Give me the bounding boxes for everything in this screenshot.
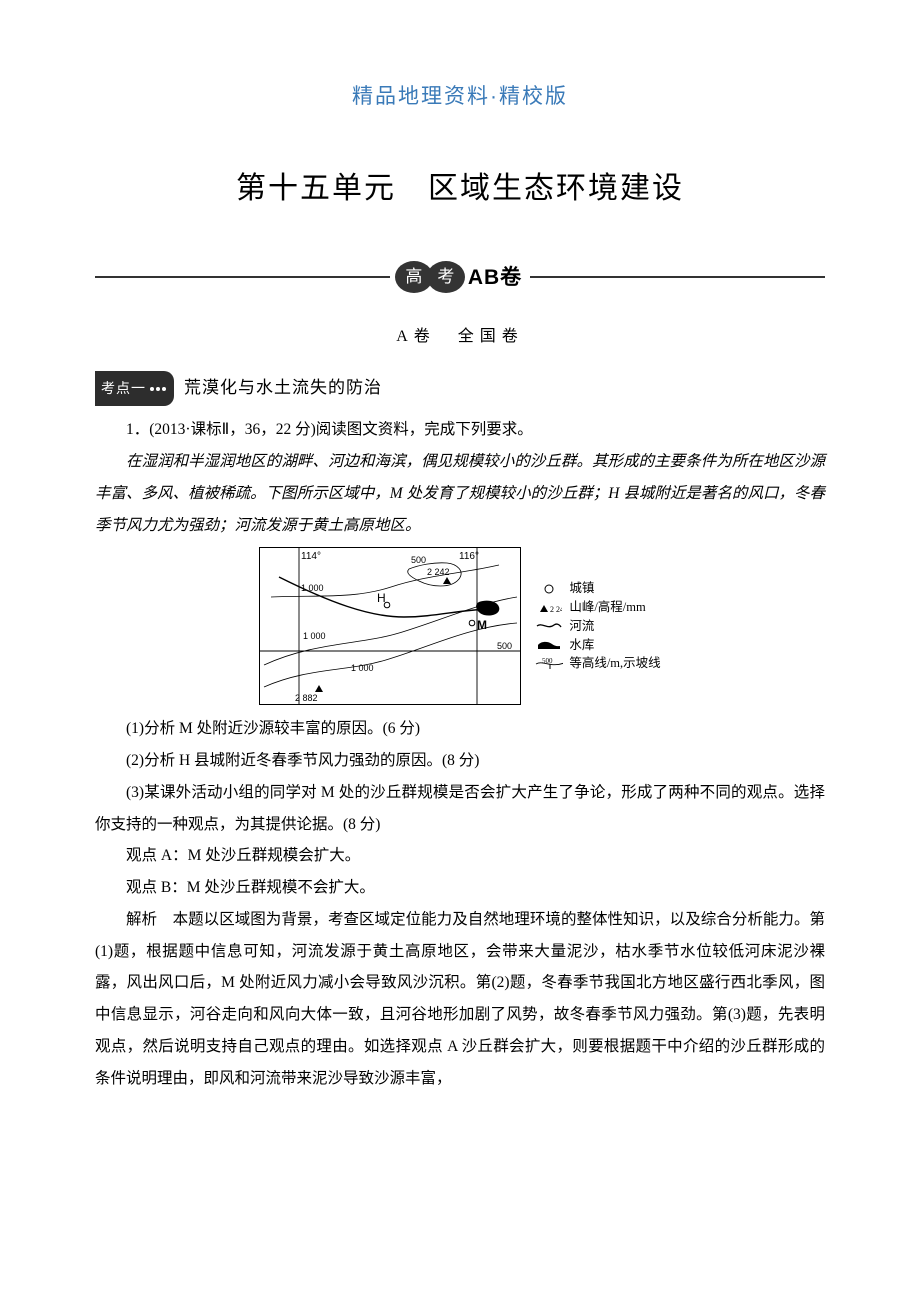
- banner-ab-label: AB卷: [468, 256, 522, 299]
- map-figure: 114° 116° H M 2 242 2 882 500 1 000 1 00…: [95, 547, 825, 705]
- legend-river: 河流: [569, 617, 594, 636]
- q1-viewB: 观点 B：M 处沙丘群规模不会扩大。: [95, 872, 825, 904]
- map-label-H: H: [377, 591, 386, 605]
- legend-peak: 山峰/高程/mm: [569, 598, 645, 617]
- map-lon1: 114°: [301, 551, 321, 562]
- banner-oval-2: 考: [427, 261, 465, 293]
- map-c1: 1 000: [301, 583, 324, 593]
- map-c3: 1 000: [351, 663, 374, 673]
- sub-label: A卷 全国卷: [95, 321, 825, 354]
- banner-line-left: [95, 276, 390, 278]
- legend-contour: 等高线/m,示坡线: [569, 654, 660, 673]
- topic-row: 考点一 荒漠化与水土流失的防治: [95, 371, 825, 406]
- legend-town: 城镇: [569, 579, 594, 598]
- q1-viewA: 观点 A：M 处沙丘群规模会扩大。: [95, 840, 825, 872]
- analysis-body: 解析 本题以区域图为背景，考查区域定位能力及自然地理环境的整体性知识，以及综合分…: [95, 911, 825, 1087]
- banner-line-right: [530, 276, 825, 278]
- ab-banner: 高 考 AB卷: [95, 256, 825, 299]
- q1-paragraph: 在湿润和半湿润地区的湖畔、河边和海滨，偶见规模较小的沙丘群。其形成的主要条件为所…: [95, 446, 825, 541]
- legend-reservoir-icon: [535, 640, 563, 650]
- banner-pill: 高 考 AB卷: [398, 256, 522, 299]
- map-peak2: 2 882: [295, 693, 318, 703]
- q1-sub2: (2)分析 H 县城附近冬春季节风力强劲的原因。(8 分): [95, 745, 825, 777]
- q1-sub1: (1)分析 M 处附近沙源较丰富的原因。(6 分): [95, 713, 825, 745]
- topic-title: 荒漠化与水土流失的防治: [184, 371, 382, 406]
- map-c2: 1 000: [303, 631, 326, 641]
- map-c0: 500: [411, 555, 426, 565]
- legend-river-icon: [535, 621, 563, 631]
- topic-badge-text: 考点一: [101, 374, 146, 403]
- q1-stem: 1．(2013·课标Ⅱ，36，22 分)阅读图文资料，完成下列要求。: [95, 414, 825, 446]
- unit-title: 第十五单元 区域生态环境建设: [95, 158, 825, 220]
- legend-town-icon: [535, 583, 563, 595]
- topic-badge: 考点一: [95, 371, 174, 406]
- svg-text:500: 500: [542, 658, 553, 665]
- map-svg: 114° 116° H M 2 242 2 882 500 1 000 1 00…: [259, 547, 521, 705]
- legend-peak-icon: 2 242: [535, 602, 563, 614]
- document-header: 精品地理资料·精校版: [95, 75, 825, 118]
- svg-text:2 242: 2 242: [550, 605, 562, 614]
- legend-reservoir: 水库: [569, 636, 594, 655]
- map-legend: 城镇 2 242 山峰/高程/mm 河流 水库 500 等高线/m,示坡线: [535, 579, 660, 673]
- legend-contour-icon: 500: [535, 658, 563, 670]
- map-lon2: 116°: [459, 551, 479, 562]
- topic-dots-icon: [150, 387, 166, 391]
- q1-analysis: 解析 本题以区域图为背景，考查区域定位能力及自然地理环境的整体性知识，以及综合分…: [95, 904, 825, 1095]
- q1-sub3: (3)某课外活动小组的同学对 M 处的沙丘群规模是否会扩大产生了争论，形成了两种…: [95, 777, 825, 841]
- map-label-M: M: [477, 618, 487, 632]
- map-c4: 500: [497, 641, 512, 651]
- map-peak1: 2 242: [427, 567, 450, 577]
